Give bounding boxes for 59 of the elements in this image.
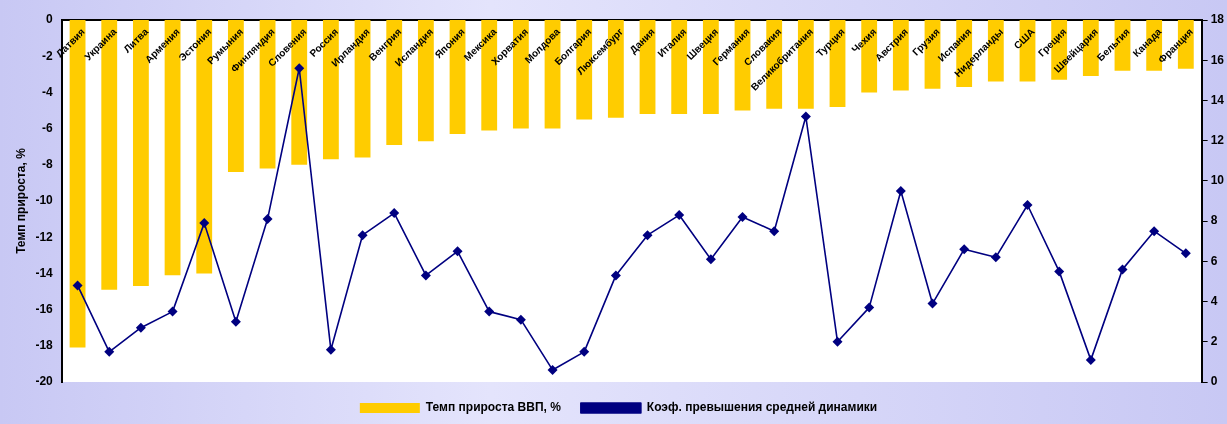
y-tick-label: -20 <box>35 374 54 389</box>
point <box>927 298 938 309</box>
point <box>674 210 685 221</box>
point <box>104 346 115 357</box>
point <box>864 302 875 313</box>
y2-tick-label: 8 <box>1210 213 1218 228</box>
y-tick-label: 0 <box>46 12 54 27</box>
point <box>1054 266 1065 277</box>
y2-tick-label: 0 <box>1210 374 1218 389</box>
point <box>167 306 178 317</box>
y-tick-label: -2 <box>42 48 54 63</box>
y-tick-label: -8 <box>42 157 54 172</box>
y2-tick-label: 6 <box>1210 253 1218 268</box>
y-tick-label: -18 <box>35 338 54 353</box>
y-tick-label: -16 <box>35 301 54 316</box>
point <box>515 314 526 325</box>
point <box>135 322 146 333</box>
point <box>420 270 431 281</box>
y-axis-title: Темп прироста, % <box>13 147 28 254</box>
point <box>895 185 906 196</box>
legend-label: Темп прироста ВВП, % <box>425 400 562 415</box>
point <box>389 208 400 219</box>
point <box>452 246 463 257</box>
point <box>959 244 970 255</box>
point <box>800 111 811 122</box>
point <box>547 364 558 375</box>
point <box>705 254 716 265</box>
y2-tick-label: 18 <box>1210 12 1225 27</box>
point <box>1149 226 1160 237</box>
y-tick-label: -10 <box>35 193 54 208</box>
y-tick-label: -6 <box>42 120 54 135</box>
legend-label: Коэф. превышения средней динамики <box>646 400 878 415</box>
point <box>325 344 336 355</box>
y2-tick-label: 10 <box>1210 173 1225 188</box>
point <box>769 226 780 237</box>
y2-tick-label: 16 <box>1210 52 1225 67</box>
point <box>199 218 210 229</box>
y2-tick-label: 4 <box>1210 293 1218 308</box>
point <box>484 306 495 317</box>
point <box>230 316 241 327</box>
point <box>642 230 653 241</box>
point <box>1180 248 1191 259</box>
y2-tick-label: 14 <box>1210 92 1225 107</box>
point <box>990 252 1001 263</box>
y2-tick-label: 12 <box>1210 132 1225 147</box>
point <box>72 280 83 291</box>
y2-tick-label: 2 <box>1210 334 1218 349</box>
y-tick-label: -4 <box>42 84 54 99</box>
y-tick-label: -14 <box>35 265 54 280</box>
point <box>579 346 590 357</box>
point <box>737 212 748 223</box>
point <box>610 270 621 281</box>
point <box>1022 200 1033 211</box>
point <box>832 336 843 347</box>
point <box>357 230 368 241</box>
point <box>1117 264 1128 275</box>
y-tick-label: -12 <box>35 229 54 244</box>
point <box>1085 354 1096 365</box>
point <box>262 214 273 225</box>
